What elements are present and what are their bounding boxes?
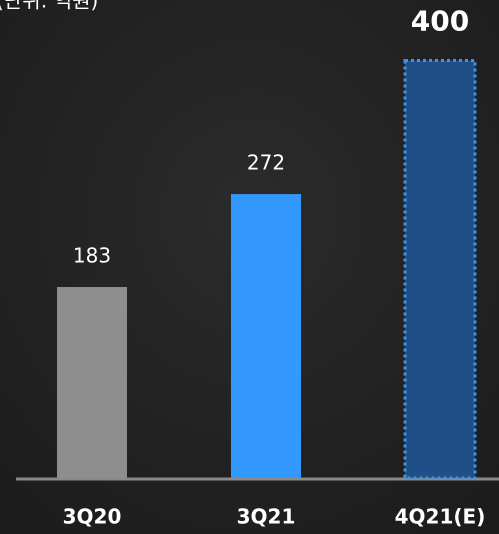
x-tick-label: 3Q21 <box>237 505 296 529</box>
bar <box>403 59 477 480</box>
value-label: 400 <box>411 5 469 38</box>
value-label: 272 <box>247 151 285 175</box>
x-tick-label: 4Q21(E) <box>395 505 486 529</box>
value-label: 183 <box>73 244 111 268</box>
x-tick-label: 3Q20 <box>63 505 122 529</box>
bar <box>231 194 301 479</box>
unit-label: (단위: 억원) <box>0 0 98 13</box>
bar <box>57 287 127 478</box>
